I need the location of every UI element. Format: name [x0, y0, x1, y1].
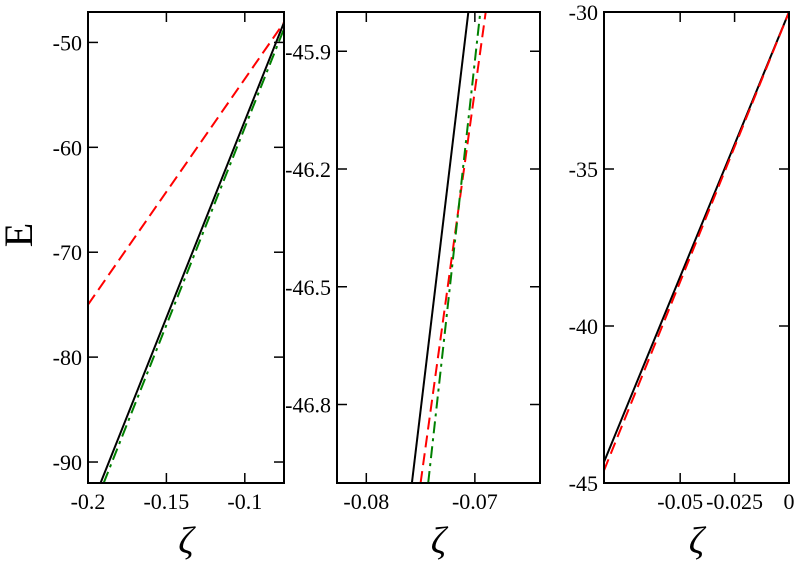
data-line [87, 21, 285, 306]
y-tick-label: -45 [569, 471, 598, 496]
x-axis-label: ζ [431, 520, 449, 562]
plot-frame [603, 11, 790, 484]
x-tick-label: -0.025 [706, 489, 763, 514]
data-line [603, 11, 790, 463]
data-line [99, 22, 285, 484]
data-line [427, 11, 482, 484]
data-line [419, 11, 487, 484]
data-line [603, 11, 790, 471]
x-axis-label: ζ [689, 520, 707, 562]
data-line [410, 11, 470, 484]
x-tick-label: -0.1 [227, 489, 262, 514]
y-tick-label: -90 [53, 450, 82, 475]
data-line [102, 28, 285, 484]
y-tick-label: -46.2 [285, 157, 331, 182]
y-tick-label: -30 [569, 0, 598, 25]
y-tick-label: -50 [53, 30, 82, 55]
x-tick-label: -0.05 [657, 489, 703, 514]
y-tick-label: -60 [53, 135, 82, 160]
y-tick-label: -70 [53, 240, 82, 265]
x-tick-label: -0.15 [143, 489, 189, 514]
x-tick-label: -0.08 [343, 489, 389, 514]
x-axis-label: ζ [178, 520, 196, 562]
plot-frame [336, 11, 541, 484]
y-tick-label: -35 [569, 157, 598, 182]
x-tick-label: -0.2 [71, 489, 106, 514]
x-tick-label: -0.07 [452, 489, 498, 514]
y-tick-label: -46.5 [285, 275, 331, 300]
y-tick-label: -80 [53, 345, 82, 370]
y-tick-label: -40 [569, 314, 598, 339]
x-tick-label: 0 [784, 489, 795, 514]
y-tick-label: -46.8 [285, 393, 331, 418]
y-tick-label: -45.9 [285, 39, 331, 64]
plot-frame [87, 11, 285, 484]
y-axis-label: E [0, 223, 41, 247]
